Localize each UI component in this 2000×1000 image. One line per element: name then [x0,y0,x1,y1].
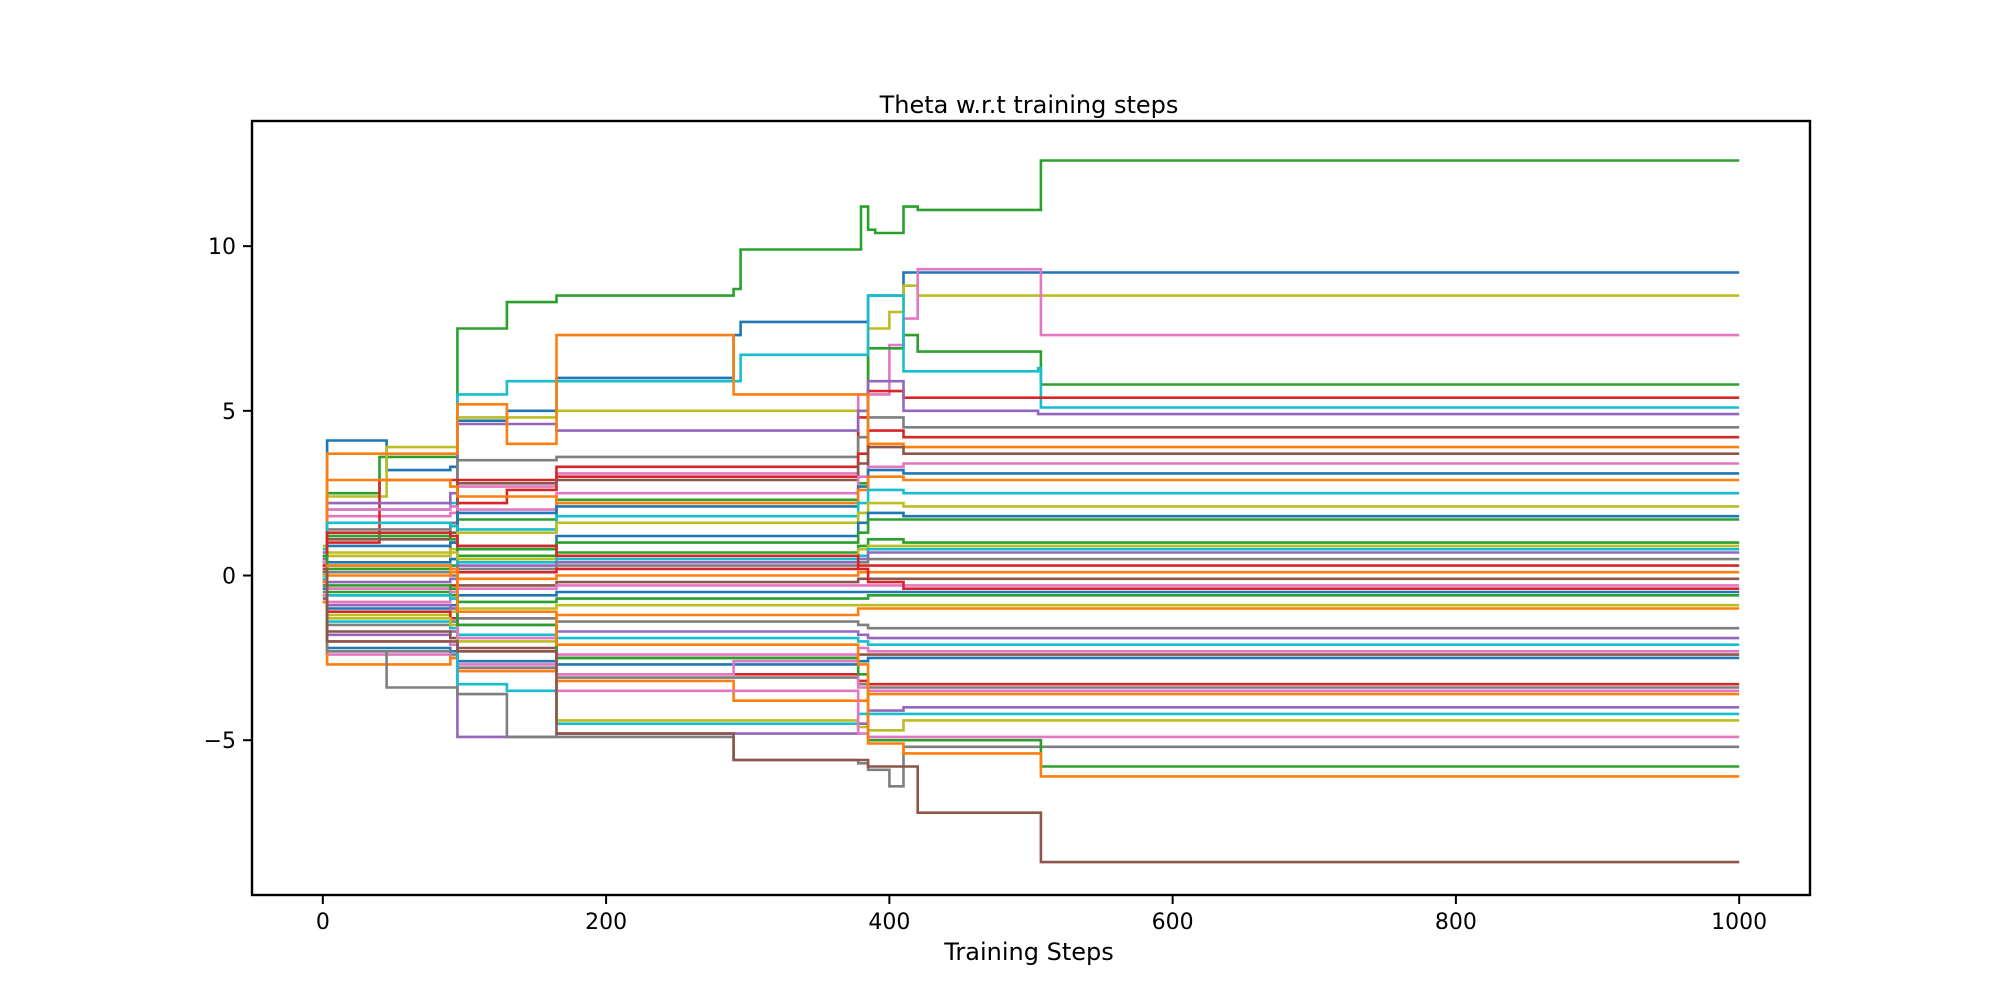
series-line-31 [322,554,1740,604]
chart-title: Theta w.r.t training steps [879,91,1179,119]
series-line-26 [322,564,1740,581]
x-tick-label: 600 [1152,910,1194,935]
x-axis-title: Training Steps [943,938,1113,966]
series-line-38 [322,570,1740,660]
y-tick-label: 0 [222,565,236,590]
series-line-9 [322,416,1740,567]
series-line-48 [322,584,1740,788]
y-axis: −5 0 5 10 [204,235,252,754]
series-line-1 [322,159,1740,561]
x-tick-label: 800 [1435,910,1477,935]
x-axis: 0 200 400 600 800 1000 [316,895,1767,935]
y-tick-label: −5 [204,729,236,754]
series-line-30 [322,587,1740,610]
series-line-29 [322,531,1740,590]
series-line-18 [322,511,1740,581]
series-line-50 [322,564,1740,778]
series-line-32 [322,577,1740,617]
series-line-44 [322,557,1740,739]
x-tick-label: 400 [868,910,910,935]
series-line-14 [322,468,1740,571]
series-line-3 [322,284,1740,548]
series-line-51 [322,567,1740,864]
series-line-15 [322,475,1740,590]
series-line-11 [322,333,1740,577]
plot-frame [250,119,1812,897]
series-layer [322,159,1740,864]
y-tick-label: 5 [222,400,236,425]
x-tick-label: 1000 [1711,910,1767,935]
series-line-28 [322,570,1740,604]
series-line-17 [322,501,1740,574]
x-tick-label: 0 [316,910,330,935]
y-tick-label: 10 [208,235,236,260]
series-line-12 [322,445,1740,604]
x-tick-label: 200 [585,910,627,935]
